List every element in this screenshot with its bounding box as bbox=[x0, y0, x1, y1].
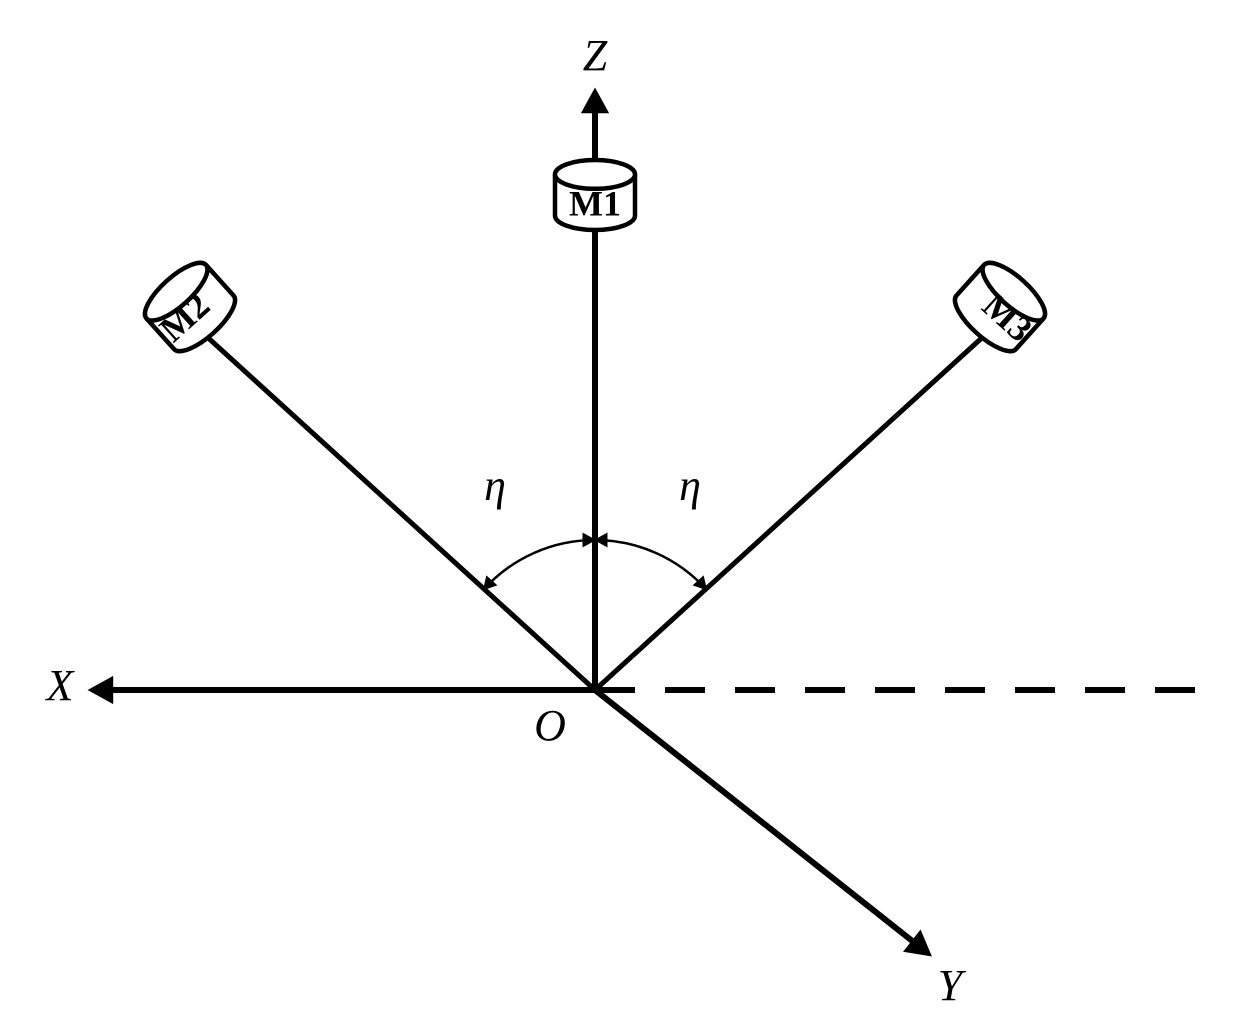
arrowhead bbox=[583, 90, 607, 112]
angle-eta-left-label: η bbox=[484, 461, 506, 510]
axis-label-x: X bbox=[45, 661, 76, 710]
angle-eta-right-label: η bbox=[679, 461, 701, 510]
sensor-line-m3 bbox=[595, 335, 985, 690]
axis-y bbox=[595, 690, 916, 944]
origin-label: O bbox=[534, 701, 566, 750]
sensor-label-m1: M1 bbox=[569, 183, 621, 223]
axis-label-z: Z bbox=[583, 31, 608, 80]
axis-label-y: Y bbox=[938, 961, 967, 1010]
angle-eta-left-arc bbox=[484, 540, 595, 590]
sensor-line-m2 bbox=[205, 335, 595, 690]
arrowhead bbox=[90, 678, 112, 702]
angle-eta-right-arc bbox=[595, 540, 706, 590]
coordinate-diagram: ZXYOM1M2M3ηη bbox=[0, 0, 1240, 1029]
